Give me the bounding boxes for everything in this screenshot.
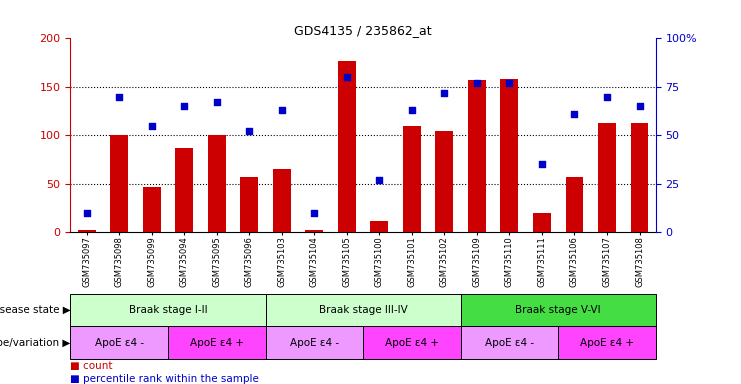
Bar (370, 221, 388, 232)
Bar (403, 126, 421, 232)
Point (439, 89, 451, 96)
Point (406, 107, 418, 113)
Bar (240, 177, 258, 232)
Bar (558, 326, 656, 359)
Bar (598, 123, 616, 232)
Bar (273, 169, 290, 232)
Text: ApoE ε4 -: ApoE ε4 - (290, 338, 339, 348)
Point (536, 161, 548, 167)
Text: ApoE ε4 -: ApoE ε4 - (95, 338, 144, 348)
Bar (70, 326, 168, 359)
Point (634, 103, 645, 109)
Bar (500, 79, 519, 232)
Text: ApoE ε4 -: ApoE ε4 - (485, 338, 534, 348)
Bar (168, 326, 265, 359)
Point (81, 210, 93, 216)
Point (146, 122, 158, 129)
Bar (265, 294, 461, 326)
Point (373, 177, 385, 183)
Bar (461, 326, 558, 359)
Point (113, 93, 125, 99)
Text: Braak stage III-IV: Braak stage III-IV (319, 305, 408, 315)
Point (503, 80, 515, 86)
Bar (461, 294, 656, 326)
Text: ApoE ε4 +: ApoE ε4 + (580, 338, 634, 348)
Title: GDS4135 / 235862_at: GDS4135 / 235862_at (294, 24, 432, 37)
Bar (565, 177, 583, 232)
Bar (533, 213, 551, 232)
Point (308, 210, 320, 216)
Bar (70, 294, 265, 326)
Point (568, 111, 580, 117)
Point (341, 74, 353, 80)
Bar (110, 136, 128, 232)
Text: ■ count: ■ count (70, 361, 113, 371)
Bar (207, 136, 226, 232)
Bar (631, 123, 648, 232)
Text: Braak stage I-II: Braak stage I-II (129, 305, 207, 315)
Bar (338, 61, 356, 232)
Bar (363, 326, 461, 359)
Bar (468, 80, 486, 232)
Bar (436, 131, 453, 232)
Text: ApoE ε4 +: ApoE ε4 + (385, 338, 439, 348)
Bar (305, 230, 323, 232)
Bar (143, 187, 161, 232)
Text: Braak stage V-VI: Braak stage V-VI (516, 305, 601, 315)
Point (243, 128, 255, 134)
Point (601, 93, 613, 99)
Text: genotype/variation ▶: genotype/variation ▶ (0, 338, 70, 348)
Text: disease state ▶: disease state ▶ (0, 305, 70, 315)
Point (210, 99, 222, 106)
Bar (176, 148, 193, 232)
Point (471, 80, 483, 86)
Point (276, 107, 288, 113)
Text: ■ percentile rank within the sample: ■ percentile rank within the sample (70, 374, 259, 384)
Bar (78, 230, 96, 232)
Text: ApoE ε4 +: ApoE ε4 + (190, 338, 244, 348)
Point (179, 103, 190, 109)
Bar (265, 326, 363, 359)
